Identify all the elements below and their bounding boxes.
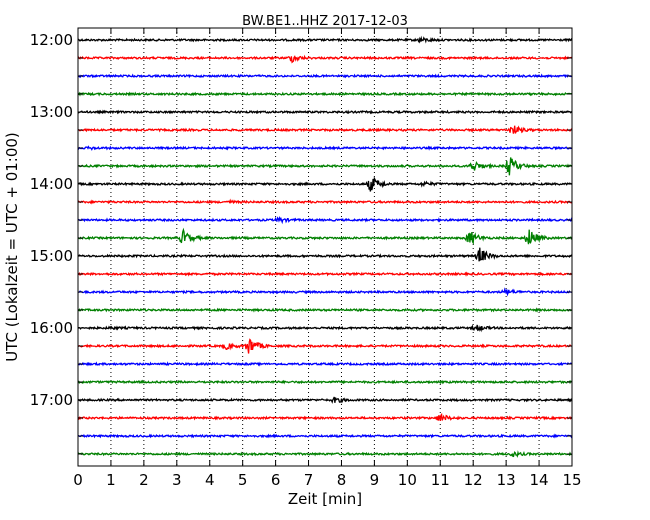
x-tick-label: 3 (172, 471, 182, 489)
x-tick-label: 12 (464, 471, 483, 489)
trace-line (77, 379, 573, 385)
x-tick-label: 5 (238, 471, 248, 489)
trace-group (77, 35, 573, 458)
trace-line (77, 145, 573, 151)
y-tick-label: 12:00 (30, 31, 73, 49)
trace-line (77, 433, 573, 439)
x-tick-label: 0 (73, 471, 83, 489)
x-axis-label: Zeit [min] (288, 490, 362, 508)
x-tick-label: 4 (205, 471, 215, 489)
x-tick-label: 14 (530, 471, 549, 489)
x-tick-label: 10 (398, 471, 417, 489)
x-tick-label: 8 (337, 471, 347, 489)
x-tick-label: 13 (497, 471, 516, 489)
y-axis-label: UTC (Lokalzeit = UTC + 01:00) (3, 132, 21, 362)
plot-frame (77, 27, 573, 467)
y-tick-label: 16:00 (30, 319, 73, 337)
trace-line (77, 307, 573, 313)
axis-ticks: 0 1 2 3 4 5 6 7 8 9 10 11 12 13 14 1512:0013:0014:0015:… (30, 28, 582, 489)
y-tick-label: 17:00 (30, 391, 73, 409)
x-tick-label: 2 (139, 471, 149, 489)
trace-line (77, 125, 573, 134)
chart-title: BW.BE1..HHZ 2017-12-03 (242, 14, 408, 29)
x-tick-label: 1 (106, 471, 116, 489)
trace-line (77, 35, 573, 44)
x-tick-label: 7 (304, 471, 314, 489)
x-tick-label: 11 (431, 471, 450, 489)
trace-line (78, 91, 573, 97)
trace-line (77, 198, 573, 205)
trace-line (77, 287, 573, 297)
trace-line (77, 215, 573, 225)
trace-line (77, 247, 572, 262)
trace-line (77, 412, 573, 421)
trace-line (77, 338, 573, 354)
trace-line (77, 73, 572, 79)
y-tick-label: 15:00 (30, 247, 73, 265)
trace-line (77, 324, 573, 333)
x-tick-label: 6 (271, 471, 281, 489)
trace-line (77, 396, 573, 404)
trace-line (77, 227, 573, 245)
x-tick-label: 9 (370, 471, 380, 489)
trace-line (77, 176, 573, 192)
trace-line (77, 109, 573, 115)
trace-line (77, 54, 573, 64)
trace-line (77, 157, 573, 176)
y-tick-label: 13:00 (30, 103, 73, 121)
y-tick-label: 14:00 (30, 175, 73, 193)
x-tick-label: 15 (562, 471, 581, 489)
trace-line (77, 361, 573, 367)
trace-line (77, 271, 573, 277)
trace-line (77, 450, 573, 458)
